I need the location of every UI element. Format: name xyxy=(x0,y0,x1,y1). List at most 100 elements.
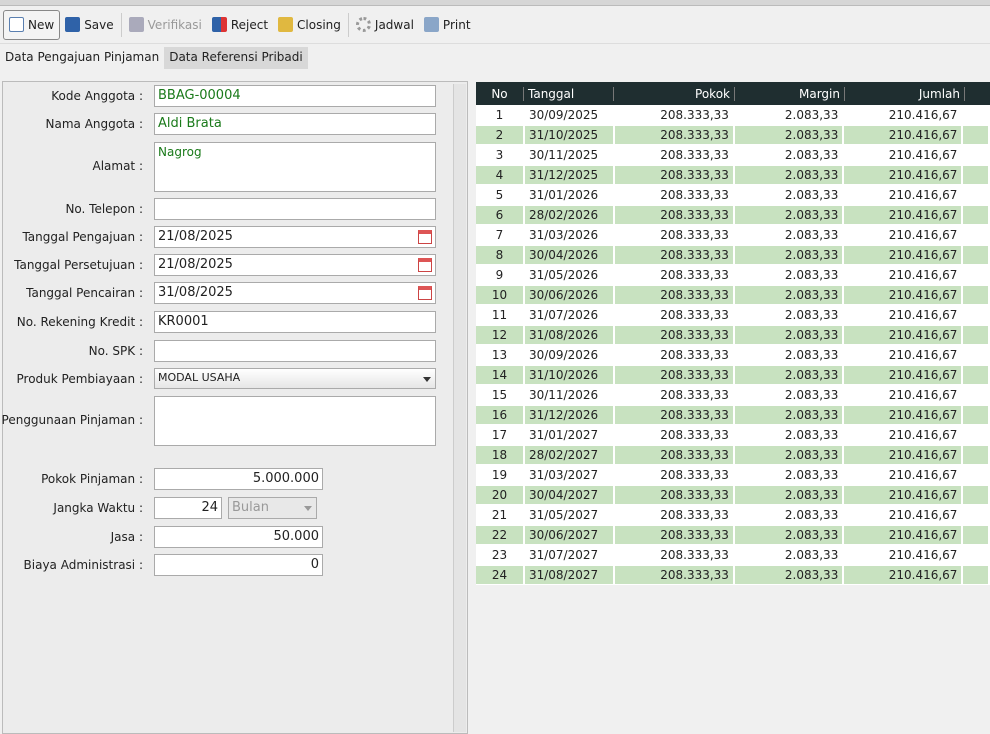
cell-margin: 2.083,33 xyxy=(784,428,839,442)
cell-pokok: 208.333,33 xyxy=(614,206,733,224)
header-tanggal[interactable]: Tanggal xyxy=(524,86,614,101)
table-row[interactable]: 14 31/10/2026 208.333,33 2.083,33 210.416,67 xyxy=(476,365,990,385)
table-row[interactable]: 11 31/07/2026 208.333,33 2.083,33 210.416,67 xyxy=(476,305,990,325)
cell-no: 6 xyxy=(476,206,523,224)
tgl-pencairan-value: 31/08/2025 xyxy=(158,285,233,300)
reject-label: Reject xyxy=(230,17,269,32)
biaya-field[interactable]: 0 xyxy=(154,554,323,576)
table-row[interactable]: 3 30/11/2025 208.333,33 2.083,33 210.416,67 xyxy=(476,145,990,165)
closing-label: Closing xyxy=(297,17,341,32)
lock-icon xyxy=(278,17,294,32)
closing-button[interactable]: Closing xyxy=(273,10,346,40)
table-row[interactable]: 5 31/01/2026 208.333,33 2.083,33 210.416,67 xyxy=(476,185,990,205)
cell-extra xyxy=(963,226,988,244)
print-button[interactable]: Print xyxy=(419,10,476,40)
cell-jumlah: 210.416,67 xyxy=(888,388,958,402)
cell-extra xyxy=(963,566,988,584)
cell-margin: 2.083,33 xyxy=(734,286,843,304)
tgl-pengajuan-field[interactable]: 21/08/2025 xyxy=(154,226,436,248)
table-row[interactable]: 23 31/07/2027 208.333,33 2.083,33 210.416,67 xyxy=(476,545,990,565)
cell-jumlah: 210.416,67 xyxy=(844,406,962,424)
reject-button[interactable]: Reject xyxy=(207,10,273,40)
verifikasi-label: Verifikasi xyxy=(147,17,202,32)
cell-margin: 2.083,33 xyxy=(734,526,843,544)
cell-pokok: 208.333,33 xyxy=(614,446,733,464)
table-row[interactable]: 18 28/02/2027 208.333,33 2.083,33 210.416,67 xyxy=(476,445,990,465)
cell-jumlah: 210.416,67 xyxy=(844,126,962,144)
print-label: Print xyxy=(442,17,471,32)
tgl-persetujuan-field[interactable]: 21/08/2025 xyxy=(154,254,436,276)
cell-extra xyxy=(963,546,988,564)
table-row[interactable]: 4 31/12/2025 208.333,33 2.083,33 210.416,67 xyxy=(476,165,990,185)
penggunaan-field[interactable] xyxy=(154,396,436,446)
tgl-pencairan-field[interactable]: 31/08/2025 xyxy=(154,282,436,304)
cell-pokok: 208.333,33 xyxy=(660,348,729,362)
cell-no: 3 xyxy=(495,148,504,162)
cell-extra xyxy=(963,126,988,144)
table-body: 1 30/09/2025 208.333,33 2.083,33 210.416,67 2… xyxy=(476,105,990,585)
table-row[interactable]: 17 31/01/2027 208.333,33 2.083,33 210.416,67 xyxy=(476,425,990,445)
cell-extra xyxy=(963,106,988,124)
table-row[interactable]: 21 31/05/2027 208.333,33 2.083,33 210.416,67 xyxy=(476,505,990,525)
separator xyxy=(347,12,349,37)
jangka-unit-select[interactable]: Bulan xyxy=(228,497,317,519)
table-row[interactable]: 24 31/08/2027 208.333,33 2.083,33 210.416,67 xyxy=(476,565,990,585)
cell-pokok: 208.333,33 xyxy=(660,428,729,442)
cell-jumlah: 210.416,67 xyxy=(888,188,958,202)
tab-data-referensi[interactable]: Data Referensi Pribadi xyxy=(164,47,308,69)
table-row[interactable]: 19 31/03/2027 208.333,33 2.083,33 210.416,67 xyxy=(476,465,990,485)
cell-jumlah: 210.416,67 xyxy=(888,268,958,282)
pokok-field[interactable]: 5.000.000 xyxy=(154,468,323,490)
pokok-label: Pokok Pinjaman : xyxy=(41,472,143,486)
alamat-field[interactable]: Nagrog xyxy=(154,142,436,192)
kode-anggota-field[interactable]: BBAG-00004 xyxy=(154,85,436,107)
cell-tanggal: 31/08/2027 xyxy=(524,566,613,584)
table-row[interactable]: 6 28/02/2026 208.333,33 2.083,33 210.416,67 xyxy=(476,205,990,225)
table-row[interactable]: 12 31/08/2026 208.333,33 2.083,33 210.416,67 xyxy=(476,325,990,345)
spk-field[interactable] xyxy=(154,340,436,362)
table-row[interactable]: 20 30/04/2027 208.333,33 2.083,33 210.416,67 xyxy=(476,485,990,505)
tab-bar: Data Pengajuan Pinjaman Data Referensi P… xyxy=(0,47,308,69)
header-jumlah[interactable]: Jumlah xyxy=(845,86,965,101)
table-row[interactable]: 22 30/06/2027 208.333,33 2.083,33 210.416,67 xyxy=(476,525,990,545)
rekening-field[interactable]: KR0001 xyxy=(154,311,436,333)
jadwal-button[interactable]: Jadwal xyxy=(351,10,419,40)
cell-pokok: 208.333,33 xyxy=(660,468,729,482)
table-row[interactable]: 2 31/10/2025 208.333,33 2.083,33 210.416,67 xyxy=(476,125,990,145)
jangka-field[interactable]: 24 xyxy=(154,497,222,519)
jadwal-label: Jadwal xyxy=(374,17,414,32)
table-row[interactable]: 7 31/03/2026 208.333,33 2.083,33 210.416,67 xyxy=(476,225,990,245)
header-no[interactable]: No xyxy=(476,86,524,101)
verifikasi-button[interactable]: Verifikasi xyxy=(124,10,207,40)
cell-no: 21 xyxy=(491,508,508,522)
table-row[interactable]: 9 31/05/2026 208.333,33 2.083,33 210.416,67 xyxy=(476,265,990,285)
table-row[interactable]: 15 30/11/2026 208.333,33 2.083,33 210.416,67 xyxy=(476,385,990,405)
cell-margin: 2.083,33 xyxy=(784,108,839,122)
save-button[interactable]: Save xyxy=(60,10,118,40)
cell-pokok: 208.333,33 xyxy=(614,366,733,384)
table-row[interactable]: 1 30/09/2025 208.333,33 2.083,33 210.416,67 xyxy=(476,105,990,125)
calendar-icon[interactable] xyxy=(418,230,432,244)
telepon-field[interactable] xyxy=(154,198,436,220)
table-row[interactable]: 13 30/09/2026 208.333,33 2.083,33 210.416,67 xyxy=(476,345,990,365)
nama-anggota-field[interactable]: Aldi Brata xyxy=(154,113,436,135)
jasa-field[interactable]: 50.000 xyxy=(154,526,323,548)
cell-jumlah: 210.416,67 xyxy=(888,308,958,322)
new-button[interactable]: New xyxy=(3,9,61,40)
table-row[interactable]: 8 30/04/2026 208.333,33 2.083,33 210.416,67 xyxy=(476,245,990,265)
form-scrollbar[interactable] xyxy=(453,84,466,732)
produk-select[interactable]: MODAL USAHA xyxy=(154,368,436,389)
cell-tanggal: 30/04/2026 xyxy=(524,246,613,264)
cell-tanggal: 31/07/2027 xyxy=(528,548,599,562)
calendar-icon[interactable] xyxy=(418,258,432,272)
cell-margin: 2.083,33 xyxy=(784,188,839,202)
header-pokok[interactable]: Pokok xyxy=(614,86,735,101)
calendar-icon[interactable] xyxy=(418,286,432,300)
table-row[interactable]: 10 30/06/2026 208.333,33 2.083,33 210.416,67 xyxy=(476,285,990,305)
cell-pokok: 208.333,33 xyxy=(660,228,729,242)
header-margin[interactable]: Margin xyxy=(735,86,845,101)
table-row[interactable]: 16 31/12/2026 208.333,33 2.083,33 210.416,67 xyxy=(476,405,990,425)
tab-data-pengajuan[interactable]: Data Pengajuan Pinjaman xyxy=(5,50,160,64)
cell-pokok: 208.333,33 xyxy=(614,166,733,184)
tgl-pencairan-label: Tanggal Pencairan : xyxy=(26,286,143,300)
